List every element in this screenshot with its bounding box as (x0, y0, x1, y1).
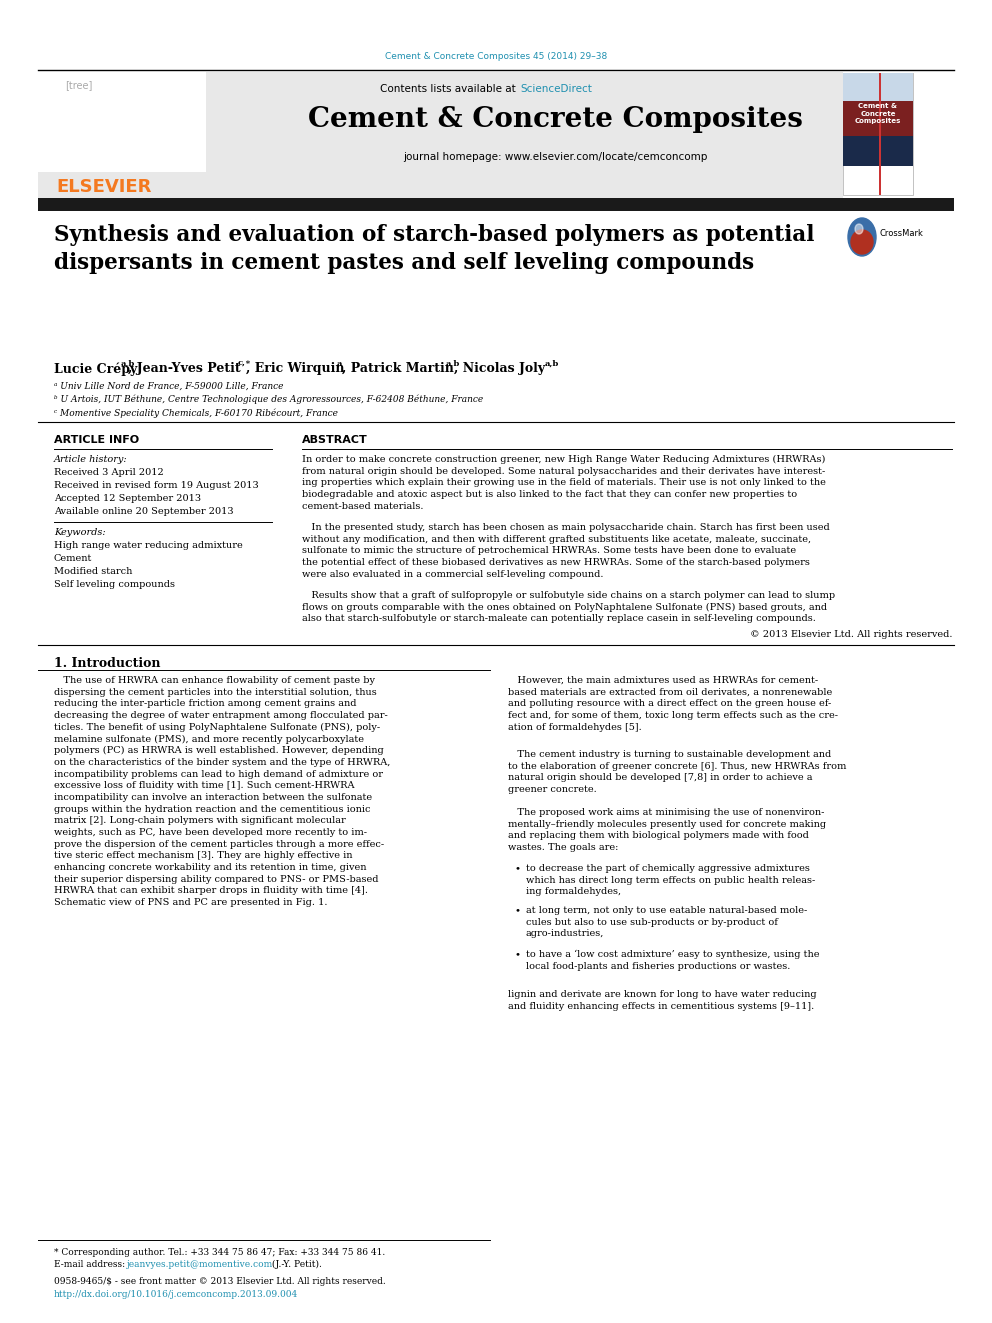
Text: However, the main admixtures used as HRWRAs for cement-
based materials are extr: However, the main admixtures used as HRW… (508, 676, 838, 732)
Text: jeanvyes.petit@momentive.com: jeanvyes.petit@momentive.com (127, 1259, 273, 1269)
Text: The cement industry is turning to sustainable development and
to the elaboration: The cement industry is turning to sustai… (508, 750, 846, 794)
Text: Article history:: Article history: (54, 455, 128, 464)
Text: a: a (337, 360, 342, 368)
Text: ᵃ Univ Lille Nord de France, F-59000 Lille, France: ᵃ Univ Lille Nord de France, F-59000 Lil… (54, 382, 284, 392)
Text: The use of HRWRA can enhance flowability of cement paste by
dispersing the cemen: The use of HRWRA can enhance flowability… (54, 676, 391, 908)
Text: Cement &
Concrete
Composites: Cement & Concrete Composites (855, 103, 901, 124)
Text: a,b: a,b (121, 360, 135, 368)
Text: a,b: a,b (446, 360, 460, 368)
Text: http://dx.doi.org/10.1016/j.cemconcomp.2013.09.004: http://dx.doi.org/10.1016/j.cemconcomp.2… (54, 1290, 299, 1299)
Text: Contents lists available at: Contents lists available at (380, 83, 519, 94)
Text: Received in revised form 19 August 2013: Received in revised form 19 August 2013 (54, 482, 259, 490)
Text: , Nicolas Joly: , Nicolas Joly (454, 363, 546, 374)
Ellipse shape (855, 224, 863, 234)
Text: Received 3 April 2012: Received 3 April 2012 (54, 468, 164, 478)
Text: at long term, not only to use eatable natural-based mole-
cules but also to use : at long term, not only to use eatable na… (526, 906, 807, 938)
Text: (J.-Y. Petit).: (J.-Y. Petit). (269, 1259, 321, 1269)
Text: •: • (514, 950, 520, 959)
Bar (843, 73, 913, 101)
Bar (843, 73, 913, 194)
Text: ABSTRACT: ABSTRACT (302, 435, 368, 445)
Text: Synthesis and evaluation of starch-based polymers as potential: Synthesis and evaluation of starch-based… (54, 224, 814, 246)
Text: a,b: a,b (545, 360, 559, 368)
Text: © 2013 Elsevier Ltd. All rights reserved.: © 2013 Elsevier Ltd. All rights reserved… (750, 630, 952, 639)
Text: , Jean-Yves Petit: , Jean-Yves Petit (128, 363, 241, 374)
Text: 1. Introduction: 1. Introduction (54, 658, 161, 669)
Text: ELSEVIER: ELSEVIER (56, 179, 152, 196)
Text: Accepted 12 September 2013: Accepted 12 September 2013 (54, 493, 201, 503)
Text: c,∗: c,∗ (238, 360, 252, 368)
Text: [tree]: [tree] (65, 79, 92, 90)
Text: CrossMark: CrossMark (880, 229, 924, 238)
Bar (38, 198, 954, 210)
Text: Modified starch: Modified starch (54, 568, 132, 576)
Text: lignin and derivate are known for long to have water reducing
and fluidity enhan: lignin and derivate are known for long t… (508, 990, 816, 1011)
Text: The proposed work aims at minimising the use of nonenviron-
mentally–friendly mo: The proposed work aims at minimising the… (508, 808, 826, 852)
Text: 0958-9465/$ - see front matter © 2013 Elsevier Ltd. All rights reserved.: 0958-9465/$ - see front matter © 2013 El… (54, 1277, 386, 1286)
Bar (843, 136, 913, 165)
Text: Available online 20 September 2013: Available online 20 September 2013 (54, 507, 234, 516)
Text: ScienceDirect: ScienceDirect (520, 83, 592, 94)
Text: ᵇ U Artois, IUT Béthune, Centre Technologique des Agroressources, F-62408 Béthun: ᵇ U Artois, IUT Béthune, Centre Technolo… (54, 396, 483, 405)
Text: E-mail address:: E-mail address: (54, 1259, 128, 1269)
Text: , Eric Wirquin: , Eric Wirquin (246, 363, 344, 374)
Text: In the presented study, starch has been chosen as main polysaccharide chain. Sta: In the presented study, starch has been … (302, 523, 829, 578)
Text: to have a ‘low cost admixture’ easy to synthesize, using the
local food-plants a: to have a ‘low cost admixture’ easy to s… (526, 950, 819, 971)
Text: Keywords:: Keywords: (54, 528, 105, 537)
Text: Cement & Concrete Composites: Cement & Concrete Composites (308, 106, 803, 134)
Text: High range water reducing admixture: High range water reducing admixture (54, 541, 243, 550)
Text: Cement & Concrete Composites 45 (2014) 29–38: Cement & Concrete Composites 45 (2014) 2… (385, 52, 607, 61)
Ellipse shape (848, 218, 876, 255)
Bar (38, 71, 206, 172)
Text: Self leveling compounds: Self leveling compounds (54, 579, 175, 589)
Text: •: • (514, 906, 520, 916)
Bar (38, 71, 843, 200)
Text: In order to make concrete construction greener, new High Range Water Reducing Ad: In order to make concrete construction g… (302, 455, 826, 511)
Text: journal homepage: www.elsevier.com/locate/cemconcomp: journal homepage: www.elsevier.com/locat… (403, 152, 707, 161)
Bar (879, 73, 881, 194)
Ellipse shape (851, 230, 873, 254)
Text: Lucie Crépy: Lucie Crépy (54, 363, 137, 376)
Text: * Corresponding author. Tel.: +33 344 75 86 47; Fax: +33 344 75 86 41.: * Corresponding author. Tel.: +33 344 75… (54, 1248, 385, 1257)
Text: , Patrick Martin: , Patrick Martin (342, 363, 454, 374)
Bar (843, 101, 913, 136)
Text: ARTICLE INFO: ARTICLE INFO (54, 435, 139, 445)
Text: Cement: Cement (54, 554, 92, 564)
Text: •: • (514, 864, 520, 873)
Text: ᶜ Momentive Speciality Chemicals, F-60170 Ribécourt, France: ᶜ Momentive Speciality Chemicals, F-6017… (54, 407, 338, 418)
Text: to decrease the part of chemically aggressive admixtures
which has direct long t: to decrease the part of chemically aggre… (526, 864, 815, 896)
Text: Results show that a graft of sulfopropyle or sulfobutyle side chains on a starch: Results show that a graft of sulfopropyl… (302, 591, 835, 623)
Text: dispersants in cement pastes and self leveling compounds: dispersants in cement pastes and self le… (54, 251, 754, 274)
